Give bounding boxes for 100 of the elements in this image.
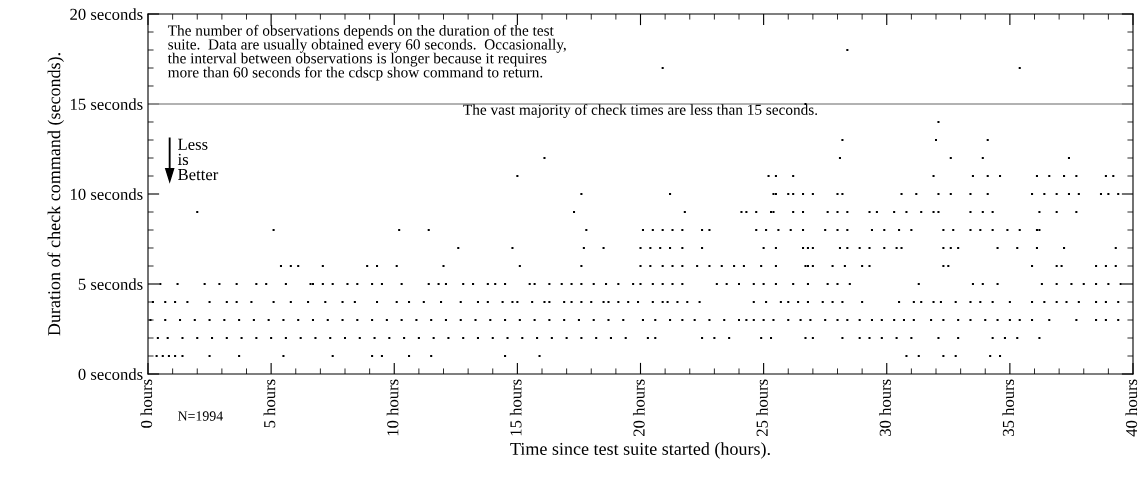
point [742,264,745,268]
point [942,354,945,358]
point [284,336,287,340]
point [971,174,974,178]
point [536,336,539,340]
point [166,336,169,340]
point [910,336,913,340]
point [846,210,849,214]
point [740,210,743,214]
point [1099,192,1103,196]
point [447,336,450,340]
point [952,228,955,232]
x-tick-label: 25 hours [756,379,768,436]
point [981,156,984,160]
point [789,228,792,232]
point [196,210,199,214]
point [701,336,704,340]
point [1075,174,1078,178]
point [811,336,814,340]
point [841,336,844,340]
point [755,210,758,214]
point [806,246,809,250]
point [174,354,177,358]
point [343,336,347,340]
point [1035,228,1038,232]
point [900,246,903,250]
point [932,174,935,178]
point [181,354,184,358]
point [388,336,391,340]
point [371,354,374,358]
point [580,264,583,268]
point [787,192,790,196]
point [681,264,684,268]
point [949,156,952,160]
ref-line-label: The vast majority of check times are less than 15 seconds. [463,104,818,119]
point [1063,174,1066,178]
point [208,354,211,358]
point [430,354,433,358]
point [240,336,243,340]
point [969,210,972,214]
point [373,336,376,340]
point [491,336,494,340]
point [942,264,945,268]
text: N=1994 [177,411,223,421]
point [380,354,383,358]
point [516,174,519,178]
point [1003,336,1006,340]
point [989,354,992,358]
point [1018,228,1021,232]
point [836,192,839,196]
point [937,120,940,124]
point [196,336,199,340]
point [883,246,886,250]
point [299,336,302,340]
point [651,228,654,232]
point [1018,66,1021,70]
point [720,264,723,268]
point [543,156,546,160]
point [407,354,411,358]
point [432,336,435,340]
point [957,336,960,340]
point [681,228,684,232]
point [238,354,241,358]
point [996,246,999,250]
point [792,210,795,214]
point [582,246,585,250]
y-tick-label: 20 seconds [70,8,143,20]
point [504,354,507,358]
point [910,228,913,232]
point [957,246,960,250]
point [868,336,871,340]
point [331,354,334,358]
point [1104,264,1107,268]
point [868,210,871,214]
point [883,228,886,232]
point [701,246,704,250]
point [991,210,994,214]
point [669,246,672,250]
point [991,228,994,232]
point [870,228,874,232]
point [858,246,861,250]
point [161,354,164,358]
point [760,264,763,268]
point [155,354,158,358]
point [875,210,878,214]
point [646,336,649,340]
point [861,264,864,268]
point [769,336,773,340]
point [1016,336,1019,340]
point [1112,174,1115,178]
point [398,228,401,232]
point [932,210,935,214]
y-tick-label: 0 seconds [78,368,143,380]
point [511,246,514,250]
point [811,246,814,250]
point [949,246,952,250]
point [289,264,292,268]
point [937,336,940,340]
point [868,264,871,268]
point [843,264,846,268]
